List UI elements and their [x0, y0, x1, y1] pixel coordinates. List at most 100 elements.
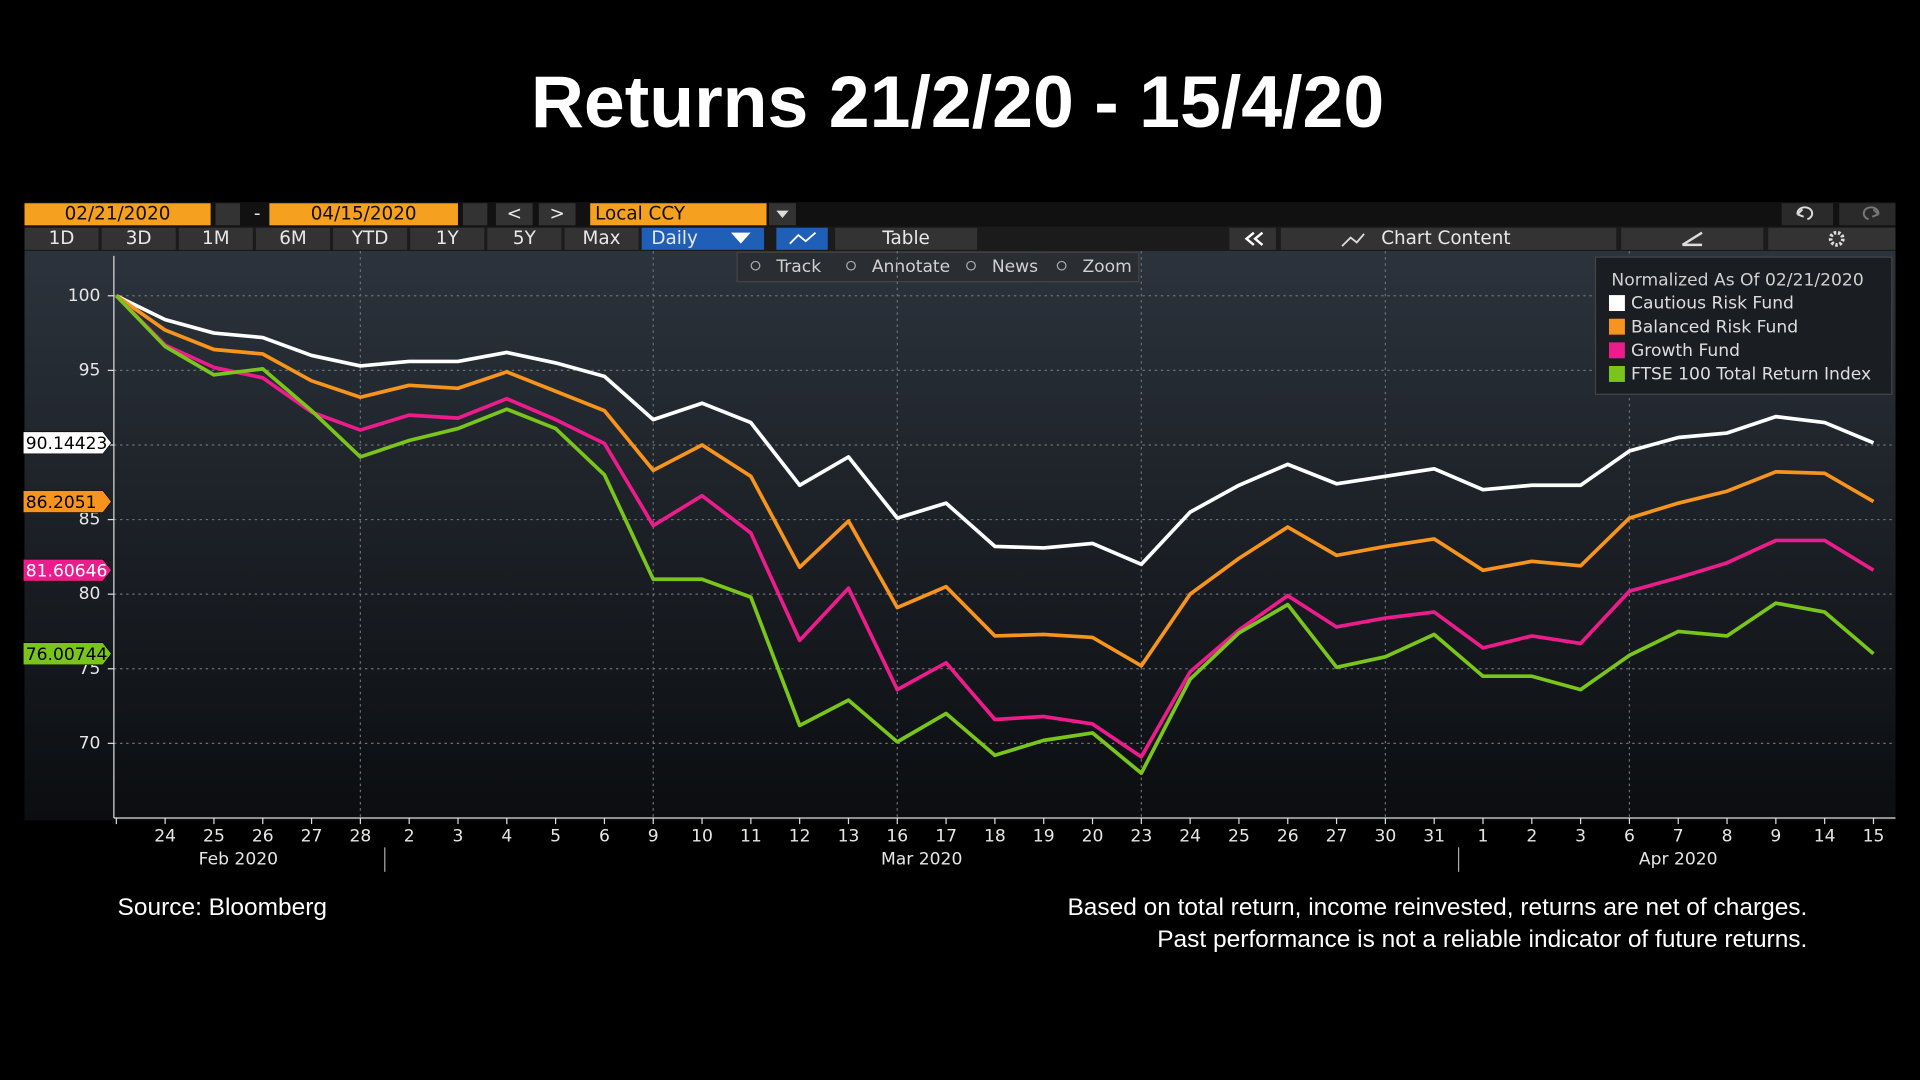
- undo-button[interactable]: [1781, 203, 1834, 226]
- y-tick-label: 95: [79, 360, 101, 380]
- source: Source: Bloomberg: [118, 894, 327, 921]
- start-date: 02/21/2020: [65, 203, 171, 224]
- range-button[interactable]: [101, 227, 176, 250]
- x-tick-label: 14: [1814, 826, 1836, 846]
- last-value-label: 86.2051: [26, 493, 97, 513]
- period: Daily: [651, 228, 698, 249]
- x-tick-label: 2: [404, 826, 415, 846]
- tool-button[interactable]: [739, 253, 828, 281]
- x-tick-label: 31: [1423, 826, 1445, 846]
- currency: Local CCY: [595, 203, 686, 224]
- legend-label: Balanced Risk Fund: [1631, 317, 1798, 337]
- x-tick-label: 5: [550, 826, 561, 846]
- x-tick-label: 27: [301, 826, 323, 846]
- tool-icon: [750, 260, 761, 271]
- next-button[interactable]: [538, 203, 576, 226]
- range-button[interactable]: [333, 227, 408, 250]
- range-button[interactable]: [410, 227, 485, 250]
- settings-icon: [1828, 230, 1845, 247]
- legend-swatch: [1608, 342, 1625, 359]
- range-label: Max: [583, 228, 621, 249]
- last-value-box: [22, 490, 112, 513]
- x-tick-label: 11: [740, 826, 762, 846]
- legend: [1594, 256, 1893, 395]
- chart-content-label: Chart Content: [1381, 228, 1510, 249]
- range-button[interactable]: [487, 227, 562, 250]
- series-line: [115, 294, 1875, 567]
- x-tick-label: 25: [1228, 826, 1250, 846]
- last-value-label: 76.00744: [26, 645, 108, 665]
- y-tick-label: 100: [68, 286, 101, 306]
- tool-button[interactable]: [1045, 253, 1127, 281]
- x-tick-label: 3: [1575, 826, 1586, 846]
- x-tick-label: 9: [1770, 826, 1781, 846]
- series-line: [115, 294, 1875, 759]
- y-tick-label: 70: [79, 733, 101, 753]
- tool-label: Zoom: [1082, 257, 1131, 277]
- chart-title: Returns 21/2/20 - 15/4/20: [531, 60, 1384, 143]
- range-label: 1D: [49, 228, 75, 249]
- x-group-label: Feb 2020: [199, 850, 278, 870]
- chart-content-icon: [1341, 233, 1365, 247]
- x-tick-label: 30: [1374, 826, 1396, 846]
- range-label: 1Y: [436, 228, 460, 249]
- x-tick-label: 20: [1082, 826, 1104, 846]
- range-button[interactable]: [178, 227, 253, 250]
- y-tick-label: 85: [79, 510, 101, 530]
- x-tick-label: 28: [349, 826, 371, 846]
- x-tick-label: 7: [1673, 826, 1684, 846]
- range-label: YTD: [351, 228, 389, 249]
- prev-button[interactable]: [495, 203, 533, 226]
- x-group-label: Apr 2020: [1639, 850, 1718, 870]
- x-tick-label: 16: [886, 826, 908, 846]
- x-tick-label: 23: [1130, 826, 1152, 846]
- calendar-button[interactable]: [462, 203, 488, 226]
- next-label: >: [549, 203, 564, 224]
- legend-label: Growth Fund: [1631, 341, 1740, 361]
- range-button[interactable]: [255, 227, 330, 250]
- tool-label: Annotate: [872, 257, 950, 277]
- undo-icon: [1796, 206, 1814, 221]
- date-separator: -: [254, 203, 261, 224]
- start-date-field[interactable]: [24, 203, 211, 226]
- x-tick-label: 27: [1326, 826, 1348, 846]
- legend-swatch: [1608, 318, 1625, 335]
- last-value-box: [22, 642, 112, 666]
- x-tick-label: 26: [1277, 826, 1299, 846]
- x-tick-label: 6: [599, 826, 610, 846]
- table-button[interactable]: [835, 227, 978, 250]
- x-tick-label: 18: [984, 826, 1006, 846]
- x-tick-label: 26: [252, 826, 274, 846]
- currency-field[interactable]: [590, 203, 767, 226]
- end-date: 04/15/2020: [311, 203, 417, 224]
- tool-label: News: [992, 257, 1038, 277]
- end-date-field[interactable]: [269, 203, 458, 226]
- chart-content-button[interactable]: [1280, 227, 1617, 250]
- last-value-label: 90.14423: [26, 434, 108, 454]
- collapse-icon: [1244, 231, 1264, 246]
- x-tick-label: 4: [501, 826, 512, 846]
- prev-label: <: [507, 203, 522, 224]
- range-label: 3D: [126, 228, 152, 249]
- x-group-label: Mar 2020: [881, 850, 962, 870]
- range-button[interactable]: [564, 227, 639, 250]
- x-tick-label: 19: [1033, 826, 1055, 846]
- x-tick-label: 3: [453, 826, 464, 846]
- last-value-label: 81.60646: [26, 561, 108, 581]
- tool-button[interactable]: [835, 253, 948, 281]
- collapse-button[interactable]: [1229, 227, 1276, 250]
- y-tick-label: 80: [79, 584, 101, 604]
- range-label: 6M: [279, 228, 307, 249]
- series-line: [115, 294, 1875, 776]
- x-tick-label: 15: [1863, 826, 1885, 846]
- legend-swatch: [1608, 366, 1625, 382]
- x-tick-label: 25: [203, 826, 225, 846]
- line-icon: [789, 231, 817, 245]
- legend-label: FTSE 100 Total Return Index: [1631, 365, 1871, 385]
- range-button[interactable]: [24, 227, 99, 250]
- table-label: Table: [881, 228, 929, 249]
- range-label: 1M: [202, 228, 230, 249]
- calendar-button[interactable]: [215, 203, 240, 226]
- redo-button[interactable]: [1839, 203, 1896, 226]
